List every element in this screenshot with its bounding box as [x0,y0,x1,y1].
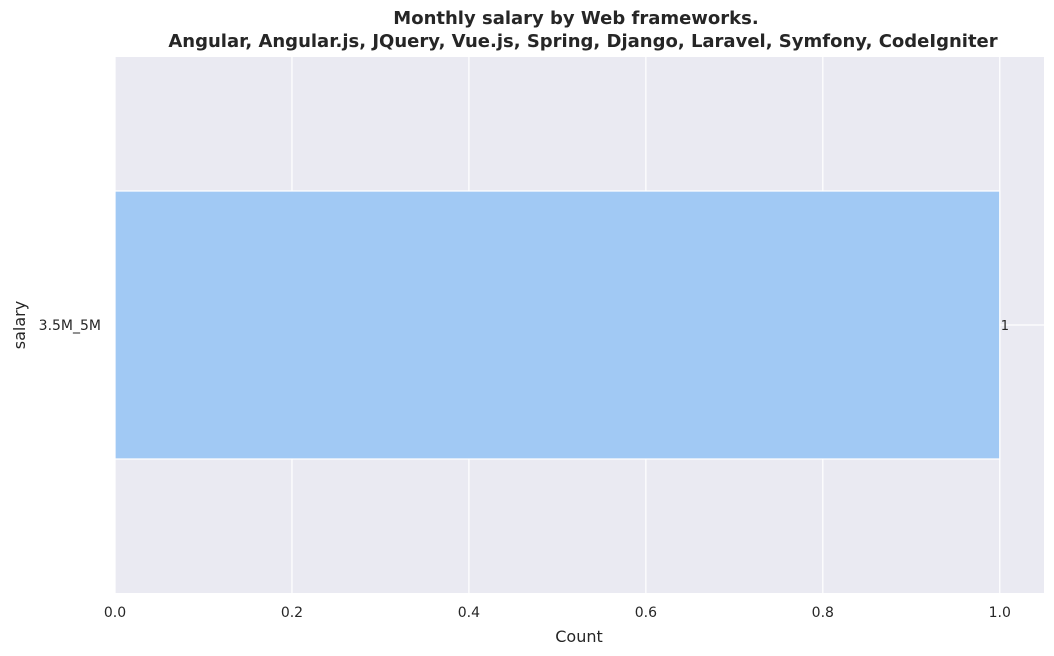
chart-title: Monthly salary by Web frameworks. [393,8,758,29]
chart-subtitle: Angular, Angular.js, JQuery, Vue.js, Spr… [168,31,997,52]
x-axis-label: Count [555,627,603,646]
y-axis-label: salary [10,301,29,349]
bars [114,190,1001,460]
bar-value-label: 1 [1001,319,1009,334]
x-tick-label: 0.6 [635,605,657,621]
data-labels: 1 [1001,319,1009,334]
x-tick-labels: 0.0 0.2 0.4 0.6 0.8 1.0 [104,605,1011,621]
x-tick-label: 0.2 [281,605,303,621]
x-tick-label: 0.0 [104,605,126,621]
y-tick-label: 3.5M_5M [39,318,101,334]
x-tick-label: 0.4 [458,605,480,621]
x-tick-label: 0.8 [812,605,834,621]
y-tick-labels: 3.5M_5M [39,318,101,334]
x-tick-label: 1.0 [989,605,1011,621]
bar [114,190,1001,460]
